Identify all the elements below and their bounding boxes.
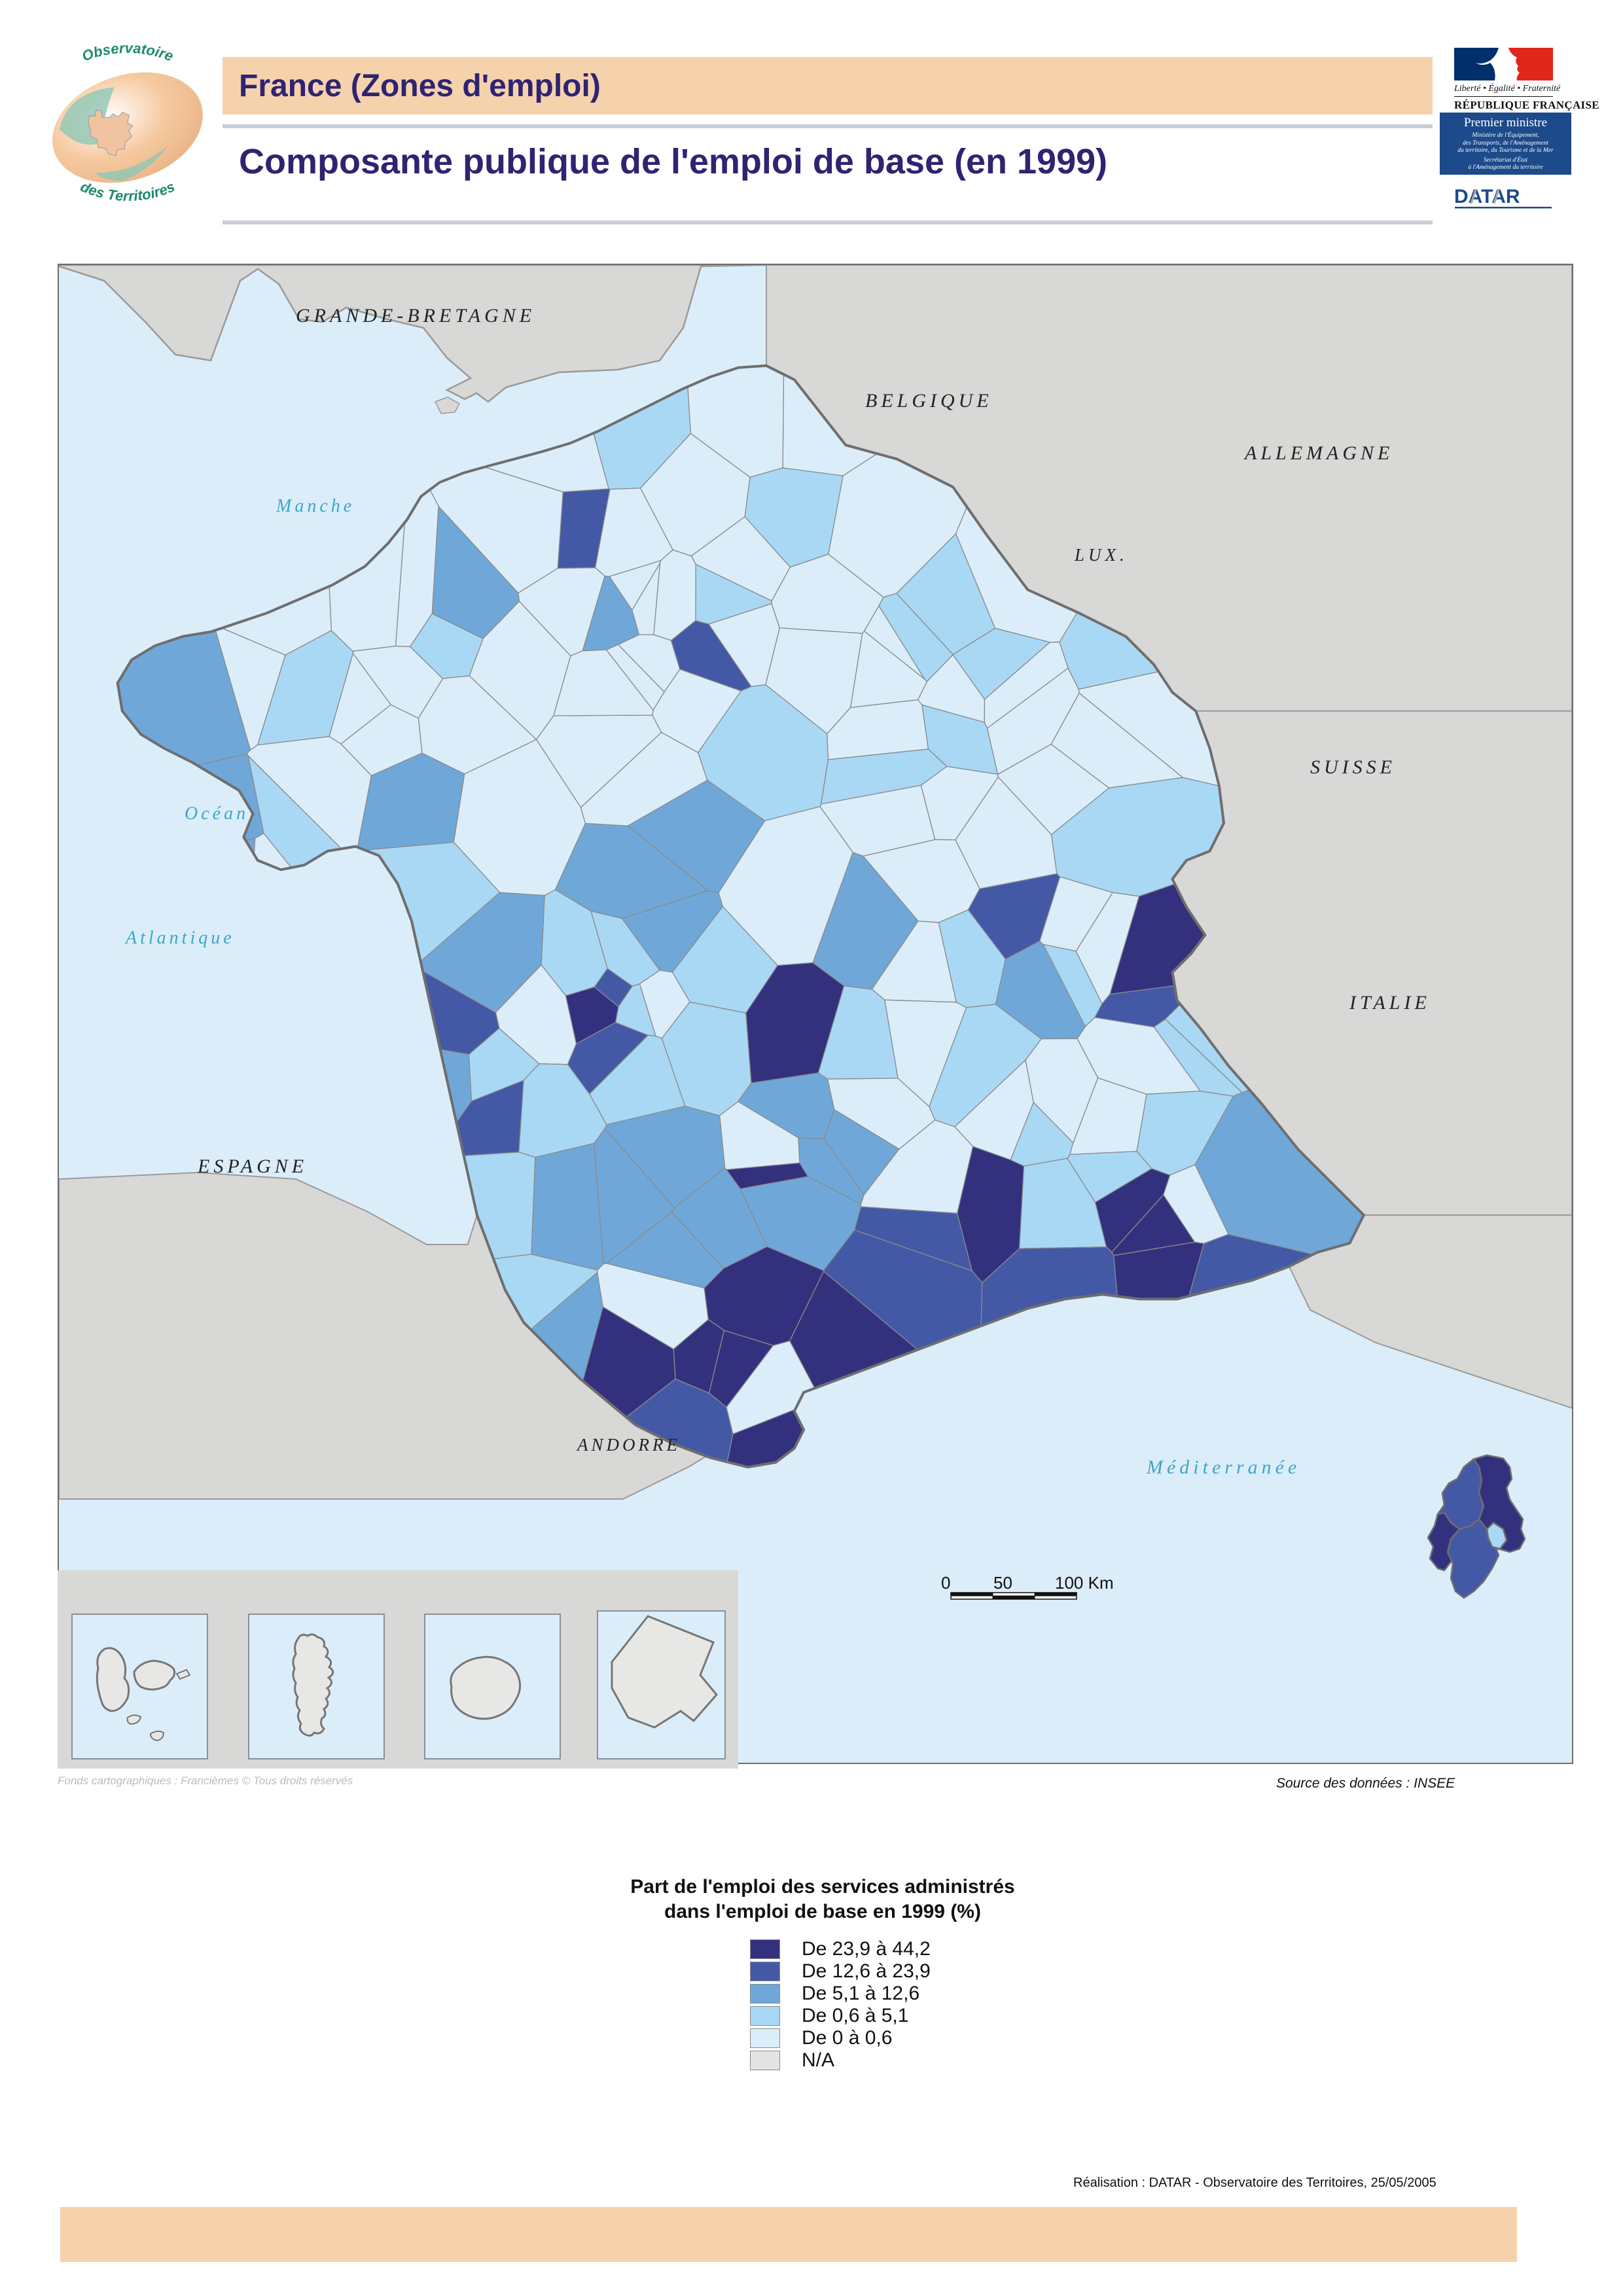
svg-text:50: 50 — [993, 1573, 1012, 1593]
svg-text:100 Km: 100 Km — [1055, 1573, 1114, 1593]
svg-text:0: 0 — [941, 1573, 950, 1593]
